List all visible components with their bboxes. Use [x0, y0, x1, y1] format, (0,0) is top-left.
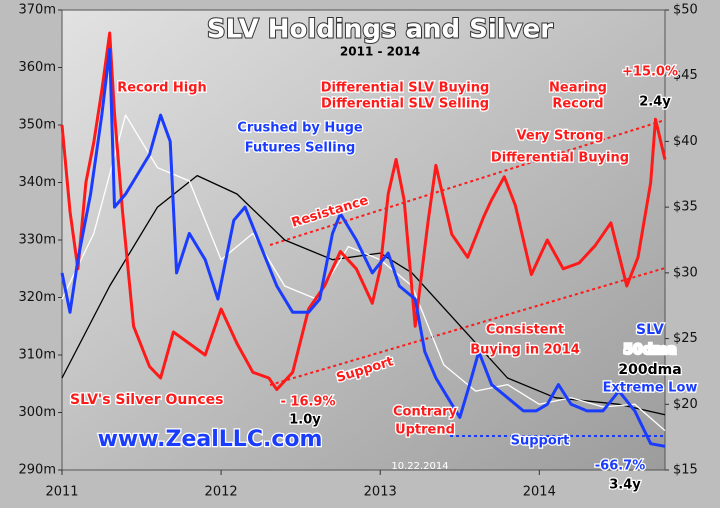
annotation: Very Strong: [516, 129, 603, 144]
y2-tick-label: $15: [673, 463, 698, 478]
y-tick-label: 330m: [19, 233, 56, 248]
y-tick-label: 370m: [19, 3, 56, 18]
legend-label: 50dma: [623, 342, 677, 358]
annotation: Consistent: [486, 323, 564, 338]
annotation: 10.22.2014: [391, 461, 448, 472]
annotation: Extreme Low: [603, 381, 698, 396]
y2-tick-label: $50: [673, 3, 698, 18]
trend-line: [269, 267, 666, 386]
annotation: Differential Buying: [491, 151, 629, 166]
annotation: Crushed by Huge: [237, 121, 363, 136]
annotation: 1.0y: [289, 413, 321, 428]
y2-tick-label: $35: [673, 200, 698, 215]
y2-tick-label: $30: [673, 265, 698, 280]
annotation: Differential SLV Buying: [321, 81, 490, 96]
annotation: Futures Selling: [245, 141, 356, 156]
legend-label: SLV: [636, 322, 664, 338]
annotation: -66.7%: [595, 459, 646, 474]
annotation: 3.4y: [609, 478, 641, 493]
annotation: - 16.9%: [280, 395, 335, 410]
annotation: +15.0%: [622, 65, 678, 80]
y-tick-label: 300m: [19, 405, 56, 420]
y-tick-label: 360m: [19, 60, 56, 75]
annotation: Record: [552, 97, 603, 112]
legend-label: 200dma: [618, 362, 681, 378]
annotation: www.ZealLLC.com: [98, 427, 323, 452]
annotation: Nearing: [549, 81, 607, 96]
x-tick-label: 2012: [205, 485, 238, 500]
y2-tick-label: $25: [673, 331, 698, 346]
series-line: [61, 174, 666, 416]
y-tick-label: 290m: [19, 463, 56, 478]
series-line: [60, 31, 667, 391]
chart-title: SLV Holdings and Silver: [207, 15, 553, 45]
legend-label: SLV's Silver Ounces: [70, 392, 223, 408]
annotation: 2.4y: [639, 95, 671, 110]
y-tick-label: 350m: [19, 118, 56, 133]
y2-tick-label: $45: [673, 68, 698, 83]
annotation: Buying in 2014: [470, 343, 580, 358]
y-tick-label: 310m: [19, 348, 56, 363]
chart-subtitle: 2011 - 2014: [340, 45, 420, 59]
x-tick-label: 2011: [45, 485, 78, 500]
y-tick-label: 340m: [19, 175, 56, 190]
annotation: Differential SLV Selling: [321, 97, 489, 112]
annotation: Contrary: [393, 405, 458, 420]
y2-tick-label: $20: [673, 397, 698, 412]
annotation: Record High: [117, 81, 207, 96]
annotation: Support: [511, 434, 570, 449]
y-tick-label: 320m: [19, 290, 56, 305]
x-tick-label: 2013: [364, 485, 397, 500]
y2-tick-label: $40: [673, 134, 698, 149]
series-line: [60, 47, 666, 448]
annotation: Uptrend: [395, 423, 455, 438]
x-tick-label: 2014: [523, 485, 556, 500]
